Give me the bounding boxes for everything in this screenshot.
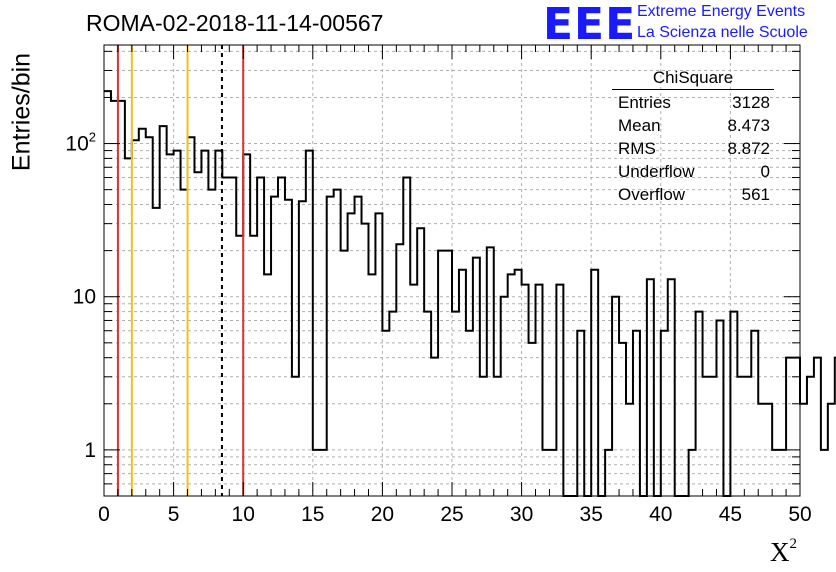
y-tick-label: 1: [84, 439, 96, 462]
y-axis-label: Entries/bin: [7, 52, 36, 172]
stats-value: 0: [760, 162, 770, 181]
histogram-series: [104, 90, 836, 497]
stats-value: 8.872: [727, 139, 770, 158]
x-tick-label: 45: [719, 503, 742, 526]
stats-row-mean: Mean 8.473: [612, 114, 774, 137]
x-tick-label: 0: [98, 503, 110, 526]
y-tick-label: 102: [65, 130, 96, 156]
stats-box: ChiSquare Entries 3128 Mean 8.473 RMS 8.…: [612, 68, 774, 206]
x-tick-label: 20: [371, 503, 394, 526]
stats-label: Mean: [618, 116, 661, 135]
stats-value: 8.473: [727, 116, 770, 135]
stats-row-underflow: Underflow 0: [612, 160, 774, 183]
x-tick-label: 10: [232, 503, 255, 526]
stats-label: Overflow: [618, 185, 686, 204]
stats-label: Entries: [618, 93, 671, 112]
stats-row-rms: RMS 8.872: [612, 137, 774, 160]
x-tick-label: 30: [510, 503, 533, 526]
logo-line-2: La Scienza nelle Scuole: [637, 24, 808, 41]
x-tick-label: 25: [440, 503, 463, 526]
stats-title: ChiSquare: [612, 68, 774, 90]
x-tick-label: 5: [168, 503, 180, 526]
stats-label: RMS: [618, 139, 656, 158]
eee-logo: EEE: [543, 0, 637, 50]
logo-line-1: Extreme Energy Events: [637, 3, 806, 20]
stats-label: Underflow: [618, 162, 695, 181]
x-tick-label: 15: [301, 503, 324, 526]
stats-value: 561: [741, 185, 770, 204]
x-axis-label: X2: [770, 536, 797, 567]
y-tick-label: 10: [73, 286, 96, 309]
stats-value: 3128: [732, 93, 770, 112]
x-tick-label: 40: [649, 503, 672, 526]
chart-title: ROMA-02-2018-11-14-00567: [86, 10, 384, 36]
stats-row-entries: Entries 3128: [612, 91, 774, 114]
stats-row-overflow: Overflow 561: [612, 183, 774, 206]
x-tick-label: 50: [788, 503, 811, 526]
x-tick-label: 35: [580, 503, 603, 526]
